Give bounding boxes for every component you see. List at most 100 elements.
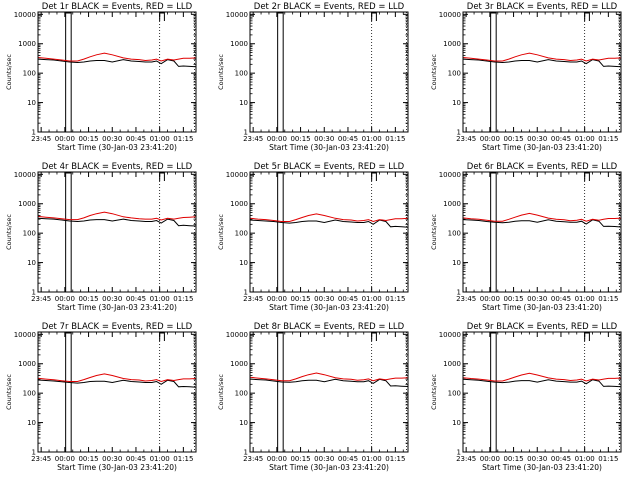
x-tick-label: 00:30 [314, 135, 334, 143]
y-tick-label: 10000 [439, 171, 461, 179]
panel-det-1: Det 1r BLACK = Events, RED = LLD Counts/s… [5, 2, 197, 152]
x-tick-label: 01:15 [598, 455, 618, 463]
y-tick-label: 1000 [443, 360, 461, 368]
y-tick-label: 10 [27, 419, 36, 427]
x-axis-label: Start Time (30-Jan-03 23:41:20) [57, 303, 177, 312]
flag-segment [490, 12, 497, 132]
events-series-line [37, 58, 197, 68]
x-tick-label: 00:15 [290, 295, 310, 303]
events-series-line [462, 378, 622, 388]
panel-title: Det 5r BLACK = Events, RED = LLD [254, 162, 405, 172]
x-tick-label: 00:30 [102, 135, 122, 143]
x-tick-label: 00:30 [527, 295, 547, 303]
flag-segment [277, 332, 284, 452]
x-tick-label: 00:45 [338, 455, 358, 463]
y-tick-label: 100 [235, 390, 248, 398]
x-tick-label: 00:45 [126, 135, 146, 143]
y-tick-label: 1 [32, 289, 36, 297]
y-tick-label: 1000 [443, 200, 461, 208]
panel-title: Det 3r BLACK = Events, RED = LLD [467, 2, 618, 12]
y-axis-label: Counts/sec [217, 54, 225, 90]
y-axis-label: Counts/sec [5, 214, 13, 250]
lld-series-line [462, 372, 622, 382]
x-tick-label: 01:00 [150, 135, 170, 143]
lld-series-line [37, 211, 197, 221]
y-tick-label: 1000 [18, 40, 36, 48]
y-tick-label: 100 [23, 230, 36, 238]
plot-frame [462, 331, 622, 453]
x-tick-label: 00:15 [290, 135, 310, 143]
lld-series-line [249, 372, 409, 382]
y-axis-label: Counts/sec [5, 54, 13, 90]
x-tick-label: 00:15 [290, 455, 310, 463]
plot-frame [249, 11, 409, 133]
y-tick-label: 100 [448, 230, 461, 238]
flag-segment [371, 332, 377, 341]
panel-det-3: Det 3r BLACK = Events, RED = LLD Counts/s… [430, 2, 622, 152]
panel-det-7: Det 7r BLACK = Events, RED = LLD Counts/s… [5, 322, 197, 472]
panel-title: Det 7r BLACK = Events, RED = LLD [42, 322, 193, 332]
y-tick-label: 10 [239, 419, 248, 427]
y-axis-label: Counts/sec [217, 374, 225, 410]
x-tick-label: 01:15 [598, 295, 618, 303]
y-tick-label: 1 [457, 129, 461, 137]
y-axis-label: Counts/sec [430, 214, 438, 250]
flag-segment [159, 12, 165, 21]
y-tick-label: 10000 [439, 11, 461, 19]
panel-title: Det 8r BLACK = Events, RED = LLD [254, 322, 405, 332]
x-tick-label: 01:15 [385, 135, 405, 143]
x-tick-label: 23:45 [243, 455, 263, 463]
events-series-line [462, 219, 622, 228]
y-tick-label: 10 [452, 99, 461, 107]
y-tick-label: 1 [457, 289, 461, 297]
x-axis-label: Start Time (30-Jan-03 23:41:20) [269, 303, 389, 312]
x-tick-label: 00:15 [503, 295, 523, 303]
y-tick-label: 10 [239, 259, 248, 267]
y-tick-label: 10000 [14, 11, 36, 19]
x-tick-label: 23:45 [243, 295, 263, 303]
x-tick-label: 00:45 [551, 295, 571, 303]
panel-det-9: Det 9r BLACK = Events, RED = LLD Counts/s… [430, 322, 622, 472]
x-tick-label: 23:45 [456, 455, 476, 463]
panel-title: Det 6r BLACK = Events, RED = LLD [467, 162, 618, 172]
flag-segment [277, 12, 284, 132]
x-tick-label: 00:15 [503, 135, 523, 143]
x-tick-label: 00:30 [102, 295, 122, 303]
x-tick-label: 00:45 [338, 295, 358, 303]
plot-frame [249, 171, 409, 293]
x-tick-label: 00:45 [126, 455, 146, 463]
x-tick-label: 00:30 [527, 135, 547, 143]
x-tick-label: 23:45 [31, 295, 51, 303]
y-tick-label: 10 [239, 99, 248, 107]
x-tick-label: 01:15 [385, 455, 405, 463]
y-tick-label: 1 [244, 449, 248, 457]
y-axis-label: Counts/sec [5, 374, 13, 410]
x-tick-label: 01:15 [598, 135, 618, 143]
x-axis-label: Start Time (30-Jan-03 23:41:20) [482, 463, 602, 472]
x-tick-label: 00:30 [314, 295, 334, 303]
y-tick-label: 10000 [226, 171, 248, 179]
flag-segment [490, 172, 497, 292]
x-tick-label: 01:00 [575, 135, 595, 143]
flag-segment [159, 172, 165, 181]
y-tick-label: 100 [23, 390, 36, 398]
y-tick-label: 100 [448, 70, 461, 78]
x-tick-label: 00:45 [338, 135, 358, 143]
x-tick-label: 01:00 [575, 295, 595, 303]
x-tick-label: 01:15 [385, 295, 405, 303]
y-tick-label: 1 [457, 449, 461, 457]
panel-det-8: Det 8r BLACK = Events, RED = LLD Counts/s… [217, 322, 409, 472]
x-tick-label: 00:00 [480, 455, 500, 463]
x-axis-label: Start Time (30-Jan-03 23:41:20) [57, 143, 177, 152]
flag-segment [277, 172, 284, 292]
flag-segment [65, 332, 72, 452]
x-tick-label: 00:15 [78, 295, 98, 303]
panel-title: Det 4r BLACK = Events, RED = LLD [42, 162, 193, 172]
y-tick-label: 10 [452, 259, 461, 267]
y-tick-label: 1000 [18, 200, 36, 208]
x-tick-label: 01:00 [150, 455, 170, 463]
lld-series-line [462, 212, 622, 222]
x-tick-label: 23:45 [456, 135, 476, 143]
events-series-line [249, 378, 409, 387]
lld-series-line [37, 373, 197, 383]
